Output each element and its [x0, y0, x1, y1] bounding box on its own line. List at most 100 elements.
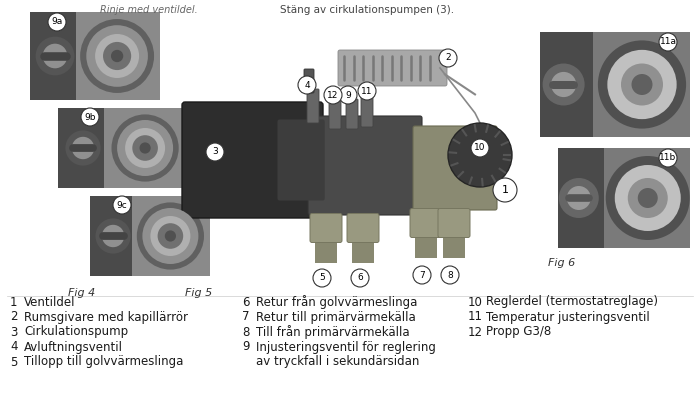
- Text: Fig 5: Fig 5: [185, 288, 212, 298]
- FancyBboxPatch shape: [361, 95, 373, 127]
- Circle shape: [621, 64, 663, 106]
- Circle shape: [113, 196, 131, 214]
- Bar: [315, 213, 337, 263]
- Circle shape: [80, 19, 154, 93]
- Circle shape: [65, 130, 101, 166]
- Circle shape: [567, 186, 591, 210]
- Text: Retur till primärvärmekälla: Retur till primärvärmekälla: [256, 310, 416, 324]
- Circle shape: [659, 149, 677, 167]
- Circle shape: [413, 266, 431, 284]
- Text: 11a: 11a: [659, 37, 676, 46]
- Text: Cirkulationspump: Cirkulationspump: [24, 326, 128, 339]
- Circle shape: [72, 137, 94, 159]
- Circle shape: [358, 82, 376, 100]
- Circle shape: [351, 269, 369, 287]
- Bar: [90, 196, 210, 276]
- Circle shape: [103, 42, 131, 70]
- Text: 1: 1: [10, 295, 18, 308]
- FancyBboxPatch shape: [347, 214, 379, 243]
- Text: 9b: 9b: [84, 112, 96, 121]
- Circle shape: [43, 44, 67, 68]
- Circle shape: [102, 225, 125, 247]
- Text: Rumsgivare med kapillärrör: Rumsgivare med kapillärrör: [24, 310, 188, 324]
- Text: Tillopp till golvvärmeslinga: Tillopp till golvvärmeslinga: [24, 355, 183, 368]
- Bar: [76, 12, 160, 100]
- Text: Temperatur justeringsventil: Temperatur justeringsventil: [486, 310, 650, 324]
- Bar: [30, 12, 160, 100]
- Circle shape: [313, 269, 331, 287]
- Circle shape: [551, 72, 576, 97]
- FancyBboxPatch shape: [346, 99, 358, 129]
- Text: Ventildel: Ventildel: [24, 295, 76, 308]
- Circle shape: [81, 108, 99, 126]
- Circle shape: [125, 128, 165, 168]
- Text: 11: 11: [468, 310, 483, 324]
- Bar: [415, 208, 437, 258]
- Bar: [352, 213, 374, 263]
- Text: Retur från golvvärmeslinga: Retur från golvvärmeslinga: [256, 295, 417, 309]
- Circle shape: [339, 86, 357, 104]
- Circle shape: [441, 266, 459, 284]
- Circle shape: [631, 74, 652, 95]
- Circle shape: [150, 216, 190, 256]
- Circle shape: [86, 25, 148, 87]
- Circle shape: [95, 34, 139, 78]
- Circle shape: [298, 76, 316, 94]
- Text: 5: 5: [319, 274, 325, 283]
- Bar: [58, 108, 188, 188]
- FancyBboxPatch shape: [307, 89, 319, 123]
- Circle shape: [606, 156, 690, 240]
- Text: Stäng av cirkulationspumpen (3).: Stäng av cirkulationspumpen (3).: [280, 5, 454, 15]
- Text: 5: 5: [10, 355, 18, 368]
- Text: 3: 3: [212, 148, 218, 156]
- Circle shape: [324, 86, 342, 104]
- FancyBboxPatch shape: [182, 102, 323, 218]
- FancyBboxPatch shape: [438, 208, 470, 237]
- Text: 10: 10: [468, 295, 483, 308]
- Text: Reglerdel (termostatreglage): Reglerdel (termostatreglage): [486, 295, 658, 308]
- Circle shape: [142, 208, 198, 264]
- Circle shape: [471, 139, 489, 157]
- Bar: [90, 196, 132, 276]
- Text: 10: 10: [475, 143, 486, 152]
- Circle shape: [608, 50, 677, 119]
- Text: 8: 8: [242, 326, 249, 339]
- Text: av tryckfall i sekundärsidan: av tryckfall i sekundärsidan: [256, 355, 419, 368]
- Circle shape: [659, 33, 677, 51]
- Circle shape: [111, 50, 123, 62]
- Text: 7: 7: [419, 270, 425, 279]
- Circle shape: [158, 223, 183, 249]
- Text: 11b: 11b: [659, 154, 677, 162]
- Circle shape: [542, 64, 584, 106]
- Bar: [30, 12, 76, 100]
- Text: Avluftningsventil: Avluftningsventil: [24, 341, 123, 353]
- Text: 2: 2: [445, 54, 451, 62]
- Circle shape: [164, 230, 176, 242]
- Circle shape: [36, 37, 74, 75]
- Circle shape: [439, 49, 457, 67]
- FancyBboxPatch shape: [310, 214, 342, 243]
- Circle shape: [559, 178, 598, 218]
- FancyBboxPatch shape: [410, 208, 442, 237]
- Circle shape: [48, 13, 66, 31]
- Text: Fig 6: Fig 6: [548, 258, 575, 268]
- Text: 12: 12: [468, 326, 483, 339]
- Text: 6: 6: [357, 274, 363, 283]
- Text: Fig 4: Fig 4: [68, 288, 95, 298]
- Circle shape: [111, 114, 178, 181]
- Text: 1: 1: [501, 185, 508, 195]
- Text: 9a: 9a: [51, 17, 62, 27]
- Text: 4: 4: [10, 341, 18, 353]
- Text: 6: 6: [242, 295, 249, 308]
- Circle shape: [615, 165, 681, 231]
- Circle shape: [638, 188, 658, 208]
- Text: Injusteringsventil för reglering: Injusteringsventil för reglering: [256, 341, 436, 353]
- Circle shape: [139, 143, 150, 154]
- FancyBboxPatch shape: [338, 50, 447, 86]
- Circle shape: [598, 40, 686, 129]
- Circle shape: [493, 178, 517, 202]
- Bar: [558, 148, 690, 248]
- Text: 9: 9: [242, 341, 249, 353]
- Text: Rinje med ventildel.: Rinje med ventildel.: [100, 5, 197, 15]
- Text: 9: 9: [345, 91, 351, 100]
